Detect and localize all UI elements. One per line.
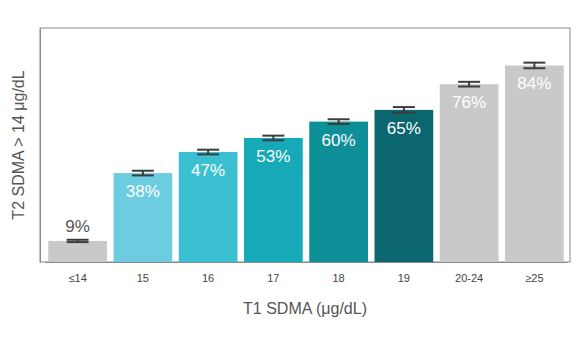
x-tick: 15 (137, 262, 149, 284)
x-tick-label: 20-24 (455, 272, 483, 284)
error-bar (67, 240, 89, 242)
chart: ≤14 15 16 17 18 19 20-24 ≥25 9% 38% 47% 53% 60% 65% 76… (0, 0, 585, 350)
y-axis (40, 29, 41, 263)
x-tick: ≥25 (525, 262, 543, 284)
y-axis-line (40, 29, 41, 263)
bar (440, 84, 499, 262)
plot-area (48, 63, 563, 262)
error-bar-cap (393, 106, 415, 108)
error-bar-cap (328, 123, 350, 125)
error-bar (328, 119, 350, 124)
x-tick-label: 16 (202, 272, 214, 284)
error-bar (523, 63, 545, 69)
x-tick: 20-24 (455, 262, 483, 284)
x-tick-label: 19 (398, 272, 410, 284)
bar (309, 122, 368, 262)
error-bar (458, 82, 480, 87)
x-tick-label: 17 (267, 272, 279, 284)
x-tick: ≤14 (68, 262, 86, 284)
data-label: 47% (191, 161, 225, 180)
x-axis-line (46, 262, 568, 263)
x-tick: 19 (398, 262, 410, 284)
x-tick-label: 18 (333, 272, 345, 284)
data-label: 9% (65, 217, 90, 236)
error-bar-cap (523, 62, 545, 64)
error-bar-cap (523, 67, 545, 69)
error-bar-cap (262, 135, 284, 137)
data-label: 38% (126, 182, 160, 201)
error-bar (393, 107, 415, 113)
error-bar-cap (132, 174, 154, 176)
error-bar-cap (458, 81, 480, 83)
error-bar-cap (262, 139, 284, 141)
x-tick: 17 (267, 262, 279, 284)
error-bar-cap (67, 241, 89, 243)
x-tick: 18 (333, 262, 345, 284)
error-bar-cap (458, 86, 480, 88)
y-axis-title: T2 SDMA > 14 μg/dL (10, 70, 27, 219)
data-label: 84% (517, 74, 551, 93)
error-bar-cap (393, 112, 415, 114)
error-bar (197, 150, 219, 155)
error-bar-cap (197, 149, 219, 151)
error-bar-cap (328, 118, 350, 120)
bar (114, 173, 173, 262)
bar (48, 241, 107, 262)
error-bar-cap (67, 239, 89, 241)
data-label: 65% (387, 119, 421, 138)
bar (179, 152, 238, 262)
data-label: 53% (256, 147, 290, 166)
data-label: 76% (452, 93, 486, 112)
bar (375, 110, 434, 262)
data-label: 60% (322, 131, 356, 150)
x-tick-label: 15 (137, 272, 149, 284)
bar (244, 138, 303, 262)
x-axis-title: T1 SDMA (μg/dL) (243, 300, 367, 317)
x-axis: ≤14 15 16 17 18 19 20-24 ≥25 (46, 262, 568, 284)
bar (505, 65, 564, 262)
x-tick-label: ≤14 (68, 272, 86, 284)
error-bar-cap (197, 153, 219, 155)
error-bar-cap (132, 170, 154, 172)
plot-frame (40, 28, 570, 262)
error-bar (262, 136, 284, 141)
data-labels: 9% 38% 47% 53% 60% 65% 76% 84% (65, 74, 551, 236)
x-tick: 16 (202, 262, 214, 284)
x-tick-label: ≥25 (525, 272, 543, 284)
error-bar (132, 171, 154, 176)
